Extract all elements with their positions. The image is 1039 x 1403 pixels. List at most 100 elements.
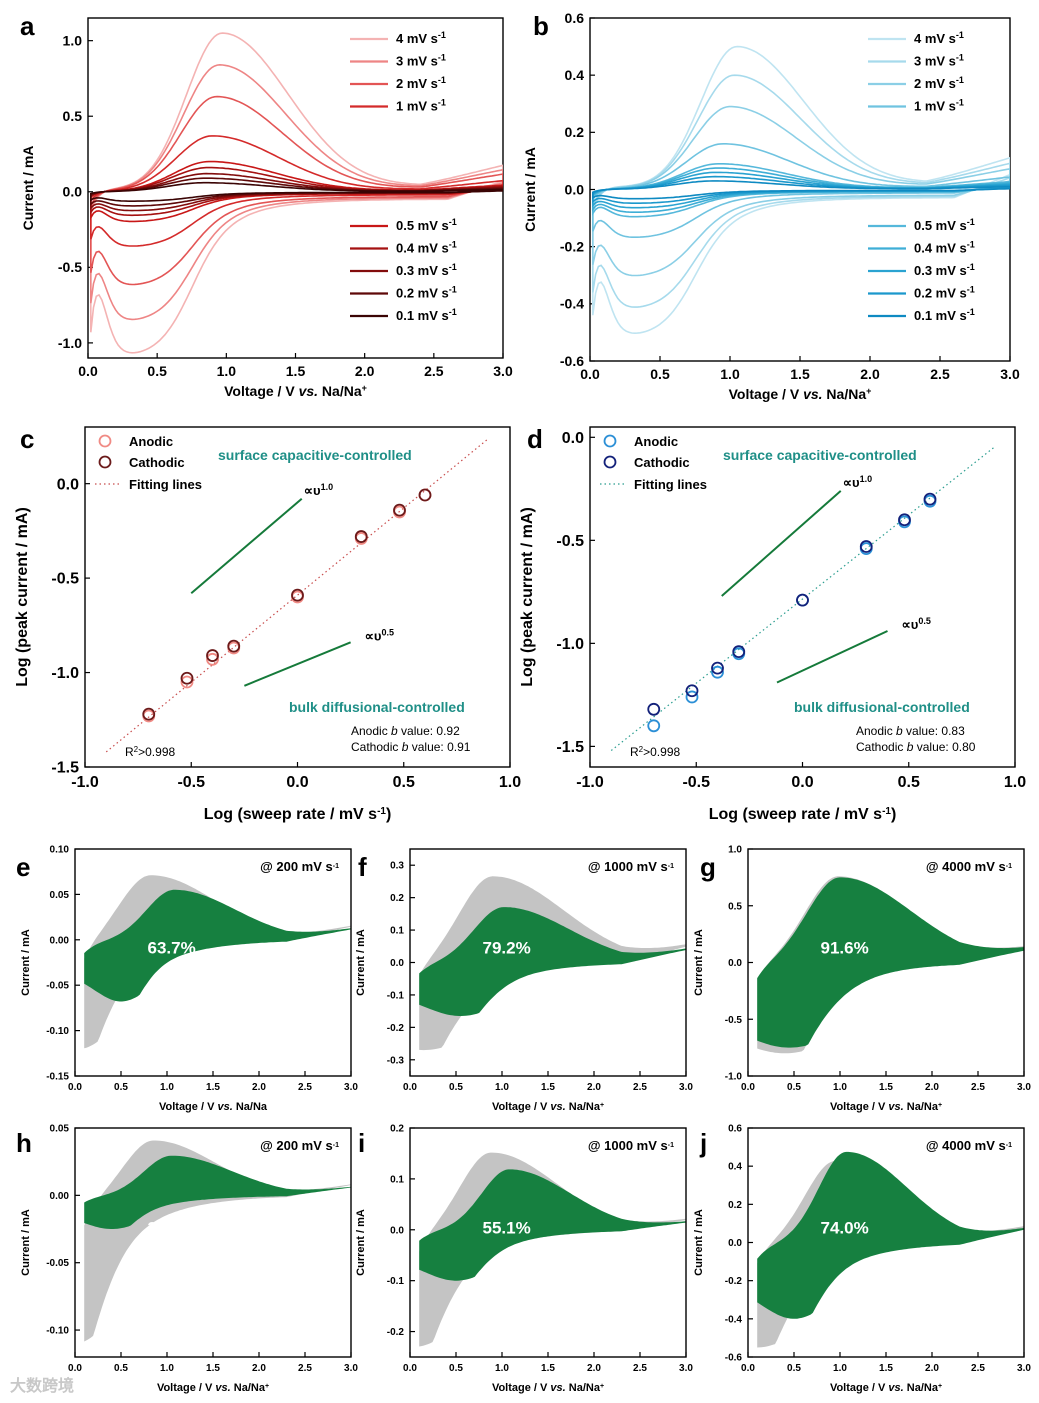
legend-label-sup: -1	[438, 98, 446, 108]
y-tick-label: -0.2	[560, 239, 584, 255]
b-text: Anodic	[351, 724, 391, 738]
rate-sup: -1	[668, 863, 674, 870]
anodic-b-value: Anodic b value: 0.83	[856, 724, 965, 738]
xlabel-part: Voltage / V	[157, 1382, 215, 1394]
xlabel-sup: +	[938, 1383, 942, 1390]
slope-1-label: ∝υ1.0	[304, 482, 333, 498]
x-tick-label: 0.0	[403, 1363, 417, 1374]
capacitive-area	[84, 1155, 351, 1229]
legend-label-text: 0.4 mV s	[914, 241, 967, 256]
rate-text: @ 200 mV s	[260, 859, 333, 874]
sweep-rate-label: @ 200 mV s-1	[260, 1138, 339, 1153]
y-tick-label: 0.0	[728, 1238, 742, 1249]
panel-a: 0.0 0.5 1.0 1.5 2.0 2.5 3.0 -1.0 -0.5 0.0 0.5 1.0 a C…	[20, 11, 513, 399]
y-tick-label: 0.5	[728, 901, 742, 912]
legend-bottom-label: 0.3 mV s-1	[396, 262, 457, 278]
xlabel-sup: +	[938, 1102, 942, 1109]
legend-label-text: 4 mV s	[396, 31, 438, 46]
xlabel-part: Voltage / V	[492, 1101, 550, 1113]
panel-f: 0.0 0.5 1.0 1.5 2.0 2.5 3.0 -0.3 -0.2 -0.1 0.0 0.1 0…	[355, 848, 693, 1113]
x-axis-title: Voltage / V vs. Na/Na+	[830, 1101, 942, 1113]
cathodic-point	[354, 530, 368, 543]
xlabel-sup: -1	[377, 806, 386, 817]
panel-h: 0.0 0.5 1.0 1.5 2.0 2.5 3.0 -0.10 -0.05 0.00 0.05 h…	[16, 1124, 358, 1395]
x-tick-label: 2.5	[633, 1363, 647, 1374]
slope-label-text: ∝υ	[843, 475, 860, 490]
y-tick-label: 0.4	[565, 67, 585, 83]
legend-label-text: 0.4 mV s	[396, 241, 449, 256]
cathodic-point	[291, 588, 304, 602]
x-tick-label: 3.0	[1017, 1363, 1031, 1374]
x-tick-label: 3.0	[344, 1363, 358, 1374]
x-tick-label: 3.0	[1017, 1082, 1031, 1093]
legend-fit-label: Fitting lines	[634, 477, 707, 492]
cathodic-point	[393, 503, 406, 517]
legend-label-text: 0.1 mV s	[396, 308, 449, 323]
b-italic: b	[402, 740, 409, 754]
bulk-diffusional-label: bulk diffusional-controlled	[289, 699, 465, 715]
y-tick-label: -0.2	[725, 1276, 743, 1287]
legend-label-text: 0.2 mV s	[396, 286, 449, 301]
x-tick-label: 2.0	[355, 363, 375, 379]
x-tick-label: 2.5	[298, 1082, 312, 1093]
y-tick-label: -1.5	[556, 739, 584, 756]
y-tick-label: -0.05	[46, 1258, 69, 1269]
panel-d: -1.0 -0.5 0.0 0.5 1.0-1.5-1.0-0.50.0d∝υ1.0∝υ…	[519, 424, 1026, 823]
panel-j: 0.0 0.5 1.0 1.5 2.0 2.5 3.0 -0.6 -0.4 -0.2 0.0 0.2 0…	[693, 1124, 1031, 1395]
cathodic-point	[796, 593, 809, 607]
y-axis-title: Log (peak current / mA)	[519, 507, 536, 687]
slope-05-guide	[776, 630, 888, 684]
x-tick-label: 1.5	[541, 1363, 555, 1374]
y-tick-label: 0.2	[390, 1124, 404, 1135]
plot-frame	[409, 848, 687, 1077]
legend-label-sup: -1	[967, 217, 975, 227]
xlabel-italic: vs.	[215, 1382, 230, 1394]
cv-curve-0.5	[90, 160, 503, 223]
x-tick-label: 2.0	[925, 1082, 939, 1093]
xlabel-part: Voltage / V	[729, 386, 803, 402]
capacitive-percentage: 55.1%	[482, 1218, 530, 1237]
capacitive-percentage: 74.0%	[820, 1218, 868, 1237]
x-tick-label: 1.0	[833, 1082, 847, 1093]
x-tick-label: 2.0	[587, 1363, 601, 1374]
y-tick-label: 0.2	[565, 124, 585, 140]
rate-sup: -1	[1006, 1142, 1012, 1149]
x-axis-title: Voltage / V vs. Na/Na+	[492, 1101, 604, 1113]
cv-curve-4	[592, 45, 1010, 335]
x-tick-label: 3.0	[1000, 366, 1020, 382]
cv-curve-2	[90, 95, 503, 286]
x-axis-title: Voltage / V vs. Na/Na+	[224, 383, 367, 399]
y-tick-label: -0.5	[58, 259, 82, 275]
xlabel-part: Voltage / V	[159, 1101, 217, 1113]
cathodic-point	[859, 540, 873, 553]
legend-label-sup: -1	[967, 307, 975, 317]
legend-label-sup: -1	[449, 262, 457, 272]
y-tick-label: -0.5	[725, 1015, 743, 1026]
x-tick-label: 1.5	[790, 366, 810, 382]
x-tick-label: 3.0	[344, 1082, 358, 1093]
y-tick-label: -0.4	[725, 1314, 743, 1325]
x-tick-label: 1.0	[1004, 774, 1026, 791]
x-axis-title: Voltage / V vs. Na/Na+	[729, 386, 872, 402]
y-axis-title: Current / mA	[355, 929, 367, 996]
y-tick-label: 0.0	[565, 181, 585, 197]
cv-curve-0.3	[90, 172, 503, 212]
anodic-point	[685, 690, 699, 704]
legend-bottom-label: 0.2 mV s-1	[396, 285, 457, 301]
xlabel-part: Na/Na	[233, 1101, 268, 1113]
xlabel-italic: vs.	[550, 1101, 565, 1113]
legend-label-sup: -1	[449, 240, 457, 250]
legend-label-text: 0.2 mV s	[914, 286, 967, 301]
xlabel-part: Log (sweep rate / mV s	[709, 806, 882, 823]
y-tick-label: 0.2	[728, 1200, 742, 1211]
y-axis-title: Current / mA	[693, 1209, 705, 1276]
x-tick-label: 3.0	[679, 1363, 693, 1374]
x-tick-label: 1.5	[541, 1082, 555, 1093]
panel-i: 0.0 0.5 1.0 1.5 2.0 2.5 3.0 -0.2 -0.1 0.0 0.1 0.2 i 5…	[355, 1124, 693, 1395]
xlabel-part: Voltage / V	[224, 383, 298, 399]
cv-curve-0.4	[592, 167, 1010, 213]
slope-label-sup: 0.5	[381, 627, 394, 637]
panel-letter: j	[699, 1128, 707, 1158]
y-tick-label: -1.0	[58, 335, 82, 351]
cv-curve-2	[592, 105, 1010, 277]
